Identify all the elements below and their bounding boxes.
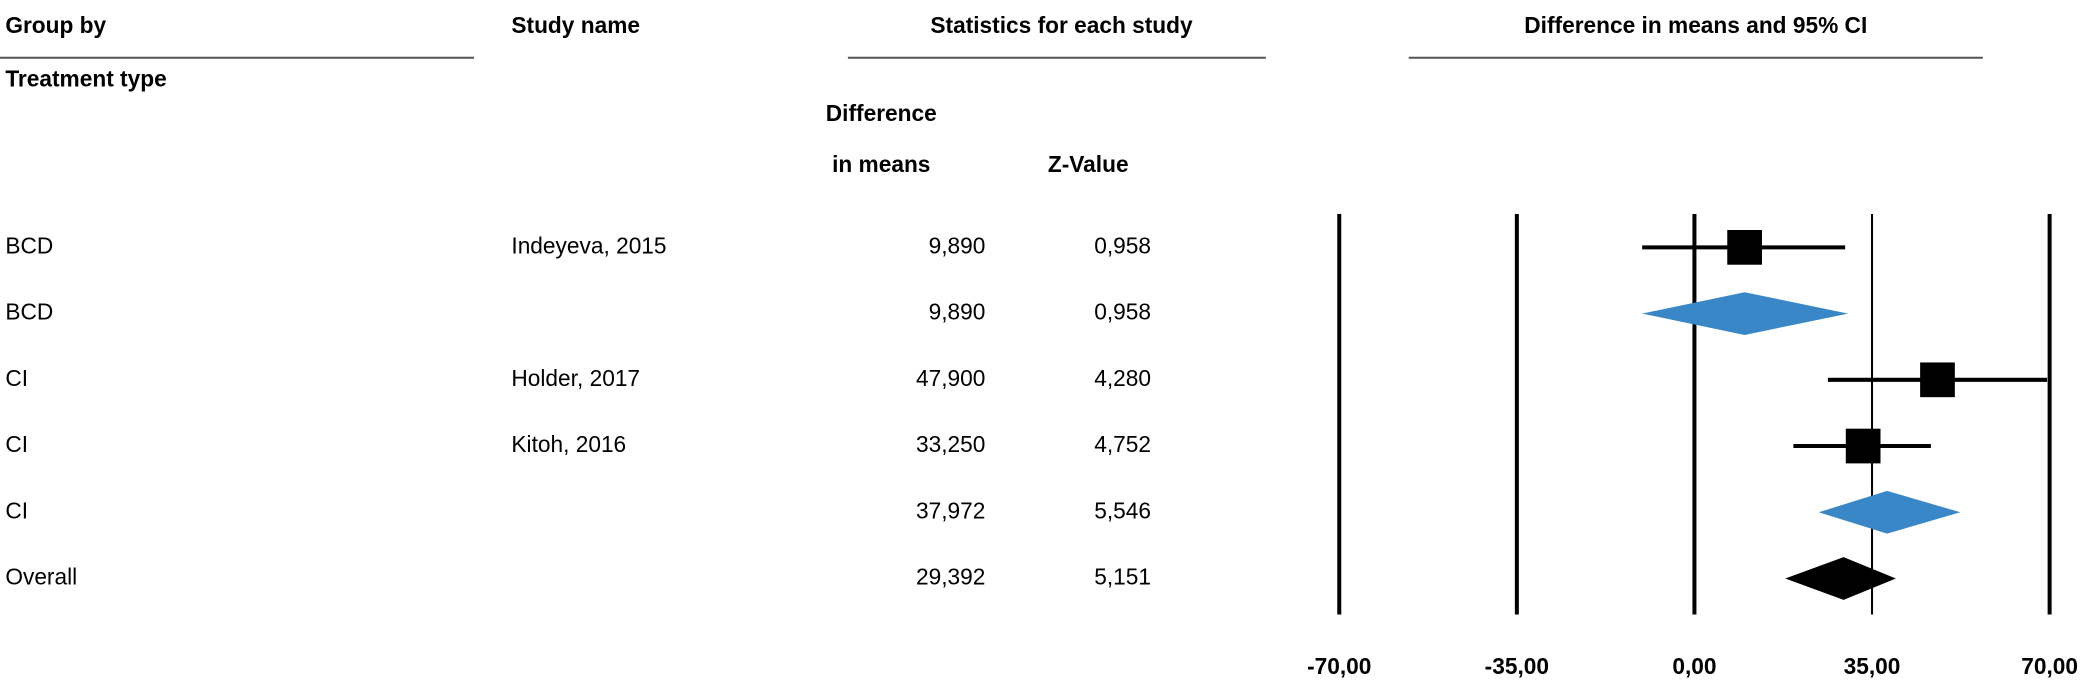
study-label: Kitoh, 2016 [511, 431, 626, 457]
z-value: 5,546 [1094, 497, 1151, 523]
group-label: BCD [5, 232, 53, 258]
plot-header: Difference in means and 95% CI [1524, 12, 1867, 38]
diff-value: 9,890 [929, 232, 986, 258]
summary-diamond [1785, 557, 1896, 600]
z-value: 0,958 [1094, 299, 1151, 325]
group-label: CI [5, 365, 28, 391]
x-tick-label: -35,00 [1485, 653, 1549, 679]
stats-header: Statistics for each study [930, 12, 1193, 38]
diff-value: 47,900 [916, 365, 985, 391]
x-tick-label: 70,00 [2021, 653, 2078, 679]
group-subheader: Treatment type [5, 65, 166, 91]
point-estimate [1727, 229, 1762, 265]
summary-diamond [1818, 490, 1961, 534]
x-tick-label: 35,00 [1844, 653, 1901, 679]
summary-diamond [1642, 292, 1849, 335]
point-estimate [1920, 362, 1955, 398]
diff-value: 37,972 [916, 497, 985, 523]
diff-value: 29,392 [916, 563, 985, 589]
study-label: Indeyeva, 2015 [511, 232, 666, 258]
z-value: 0,958 [1094, 232, 1151, 258]
group-header: Group by [5, 12, 106, 38]
diff-header: in means [832, 151, 930, 177]
z-header: Z-Value [1048, 151, 1129, 177]
z-value: 4,752 [1094, 431, 1151, 457]
x-tick-label: -70,00 [1307, 653, 1371, 679]
diff-value: 33,250 [916, 431, 985, 457]
group-label: CI [5, 431, 28, 457]
z-value: 4,280 [1094, 365, 1151, 391]
group-label: Overall [5, 563, 77, 589]
study-label: Holder, 2017 [511, 365, 640, 391]
diff-value: 9,890 [929, 299, 986, 325]
z-value: 5,151 [1094, 563, 1151, 589]
diff-header: Difference [826, 100, 937, 126]
x-tick-label: 0,00 [1672, 653, 1716, 679]
group-label: BCD [5, 299, 53, 325]
study-header: Study name [511, 12, 640, 38]
point-estimate [1845, 428, 1881, 464]
group-label: CI [5, 497, 28, 523]
